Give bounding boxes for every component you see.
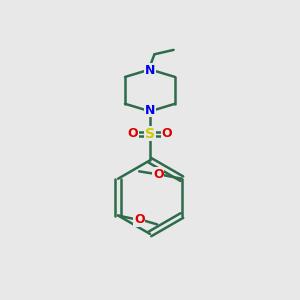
Text: O: O — [153, 168, 164, 181]
Text: O: O — [128, 127, 138, 140]
Text: N: N — [145, 64, 155, 77]
Text: S: S — [145, 127, 155, 141]
Text: O: O — [134, 213, 145, 226]
Text: O: O — [162, 127, 172, 140]
Text: N: N — [145, 104, 155, 117]
